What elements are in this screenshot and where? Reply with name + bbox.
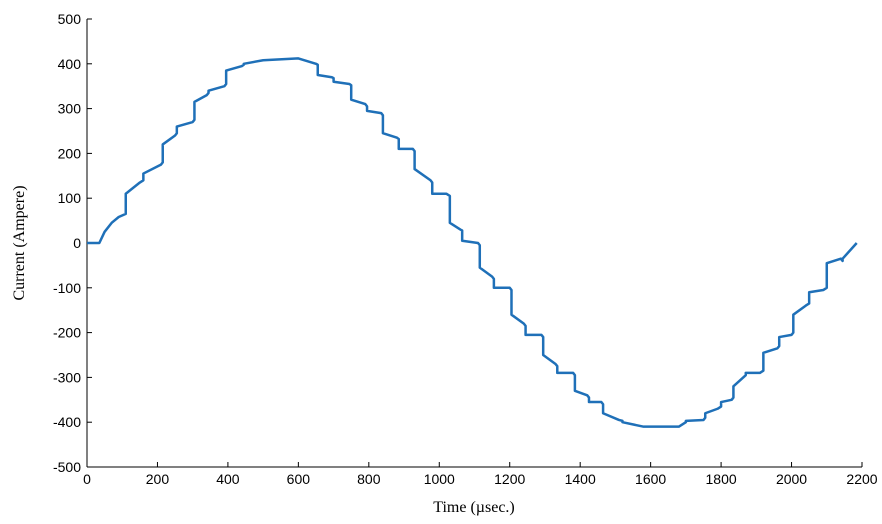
y-tick-label: -500 (53, 459, 81, 475)
x-tick-label: 2200 (846, 471, 877, 487)
x-tick-label: 400 (216, 471, 240, 487)
y-tick-label: -300 (53, 369, 81, 385)
line-series (87, 57, 858, 428)
y-tick-label: 200 (58, 145, 82, 161)
y-tick-label: 100 (58, 190, 82, 206)
x-axis-title: Time (µsec.) (433, 499, 515, 516)
x-tick-label: 200 (146, 471, 170, 487)
y-tick-label: -200 (53, 325, 81, 341)
y-tick-label: 0 (73, 235, 81, 251)
y-tick-label: -400 (53, 414, 81, 430)
y-tick-label: 300 (58, 101, 82, 117)
x-tick-label: 1400 (565, 471, 596, 487)
y-tick-label: 400 (58, 56, 82, 72)
x-tick-label: 2000 (776, 471, 807, 487)
x-tick-label: 1600 (635, 471, 666, 487)
y-tick-label: -100 (53, 280, 81, 296)
x-tick-label: 1000 (424, 471, 455, 487)
x-tick-label: 1200 (494, 471, 525, 487)
x-tick-label: 1800 (706, 471, 737, 487)
x-tick-label: 600 (287, 471, 311, 487)
y-axis-title: Current (Ampere) (11, 185, 28, 300)
y-tick-label: 500 (58, 11, 82, 27)
x-tick-label: 0 (83, 471, 91, 487)
x-tick-label: 800 (357, 471, 381, 487)
